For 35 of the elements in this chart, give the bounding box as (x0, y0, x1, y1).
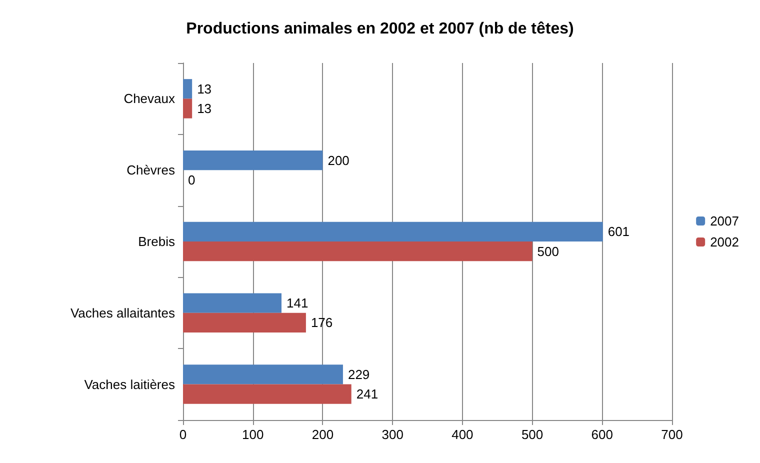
x-tick-label: 300 (382, 427, 404, 442)
data-label: 176 (310, 315, 333, 330)
bar (183, 222, 603, 242)
bar (183, 364, 343, 384)
x-tick-label: 0 (179, 427, 187, 442)
data-label: 200 (328, 152, 350, 168)
bar (183, 384, 352, 404)
data-label: 500 (537, 244, 559, 259)
y-tick-label: Vaches laitières (84, 376, 176, 392)
bar (183, 150, 323, 170)
data-label: 601 (608, 224, 630, 240)
bar (183, 242, 532, 262)
x-tick-label: 400 (452, 427, 474, 442)
y-tick-label: Vaches allaitantes (70, 305, 176, 320)
data-label: 13 (197, 81, 212, 96)
y-tick-label: Brebis (138, 234, 176, 249)
bar (183, 293, 282, 313)
data-label: 13 (197, 101, 212, 116)
x-tick-label: 700 (661, 427, 683, 442)
x-tick-label: 100 (242, 427, 264, 442)
data-label: 241 (356, 386, 378, 402)
data-label: 0 (188, 172, 196, 188)
legend-label: 2002 (710, 234, 739, 250)
x-tick-label: 500 (521, 427, 544, 442)
data-label: 141 (286, 296, 308, 311)
chart-title: Productions animales en 2002 et 2007 (nb de têtes) (186, 20, 574, 38)
x-tick-label: 200 (312, 427, 334, 442)
y-tick-label: Chèvres (126, 162, 176, 178)
bar (183, 312, 306, 333)
x-tick-label: 600 (591, 427, 613, 442)
y-tick-label: Chevaux (124, 91, 176, 106)
legend-label: 2007 (710, 214, 739, 228)
bar (183, 79, 192, 99)
data-label: 229 (348, 366, 370, 382)
bar (183, 98, 192, 118)
